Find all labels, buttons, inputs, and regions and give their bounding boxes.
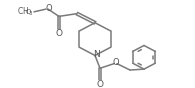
Text: O: O: [45, 4, 52, 13]
Text: N: N: [93, 50, 99, 59]
Text: O: O: [97, 80, 104, 88]
Text: O: O: [25, 9, 30, 15]
Text: O: O: [113, 58, 119, 67]
Text: O: O: [56, 29, 63, 38]
Text: CH$_3$: CH$_3$: [17, 6, 33, 18]
